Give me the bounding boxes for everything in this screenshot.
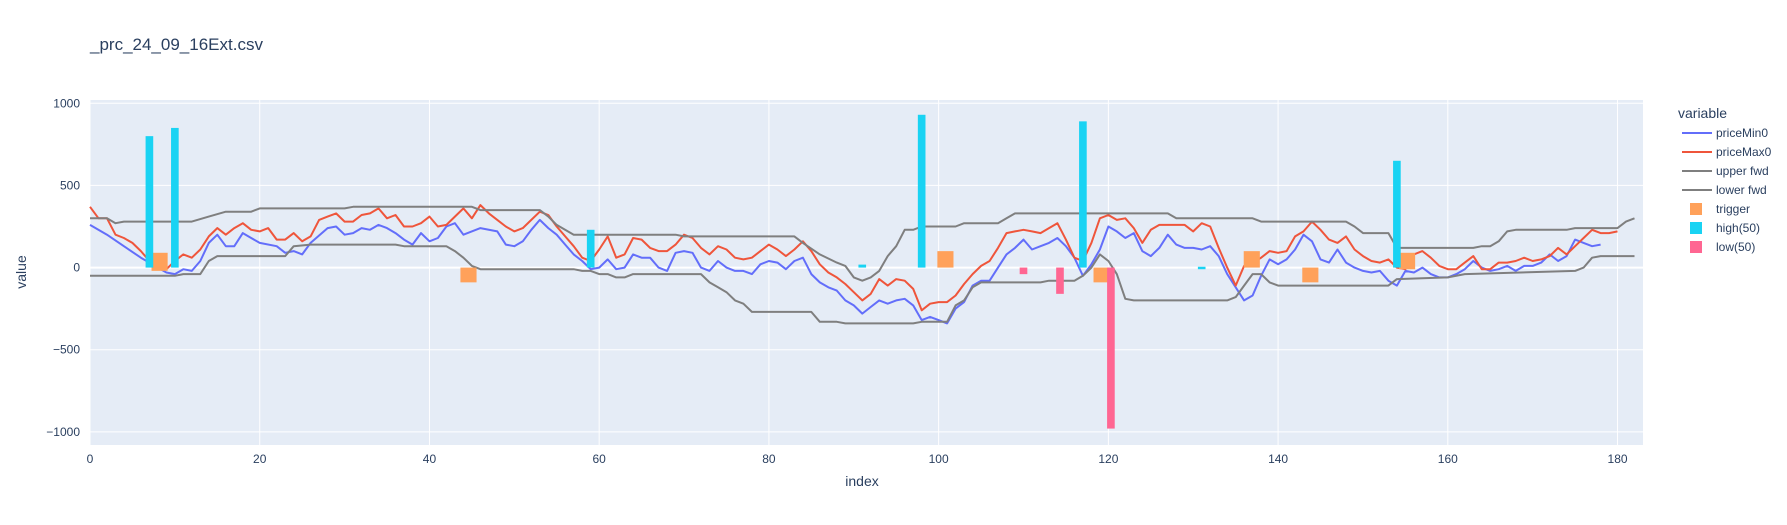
- x-axis-title: index: [845, 473, 878, 489]
- x-tick-label: 40: [423, 452, 437, 466]
- y-tick-label: 0: [73, 261, 80, 275]
- x-tick-label: 0: [87, 452, 94, 466]
- x-tick-label: 180: [1608, 452, 1628, 466]
- bar-high-50: [917, 114, 926, 268]
- legend-entry-label: lower fwd: [1716, 183, 1767, 197]
- plot-background: [90, 100, 1643, 445]
- legend-entry-label: priceMin0: [1716, 126, 1768, 140]
- y-tick-label: −1000: [46, 425, 80, 439]
- bar-high-50: [1079, 121, 1087, 268]
- bar-trigger: [937, 251, 954, 268]
- x-tick-label: 20: [253, 452, 267, 466]
- series-line-upper-fwd: [90, 205, 1635, 282]
- bar-high-50: [171, 127, 179, 268]
- bar-trigger: [1302, 267, 1319, 283]
- bar-trigger: [1243, 251, 1260, 268]
- legend-bar-swatch: [1690, 203, 1702, 215]
- legend-entry-label: trigger: [1716, 202, 1750, 216]
- bar-high-50: [858, 264, 867, 268]
- legend-title: variable: [1678, 105, 1727, 121]
- y-tick-label: −500: [53, 343, 80, 357]
- y-axis-title: value: [13, 255, 29, 289]
- bar-high-50: [1393, 160, 1401, 268]
- series-line-pricemax0: [89, 204, 1618, 312]
- legend-entry-label: priceMax0: [1716, 145, 1772, 159]
- x-tick-label: 120: [1098, 452, 1118, 466]
- x-axis-ticks: 0 20 40 60 80 100 120 140 160 180: [87, 452, 1628, 466]
- y-axis-ticks: 1000 500 0 −500 −1000: [46, 96, 80, 439]
- bar-high-50: [1197, 266, 1206, 270]
- y-tick-label: 1000: [53, 96, 80, 110]
- bar-high-50: [145, 136, 154, 268]
- legend-bar-swatch: [1690, 222, 1702, 234]
- legend-entry-label: low(50): [1716, 240, 1755, 254]
- legend-entry-label: upper fwd: [1716, 164, 1769, 178]
- bar-low-50: [1019, 267, 1028, 275]
- y-tick-label: 500: [60, 178, 80, 192]
- bar-trigger: [1399, 252, 1416, 270]
- bar-trigger: [460, 267, 477, 283]
- grid-lines: [89, 100, 1643, 445]
- bar-low-50: [1107, 267, 1115, 429]
- plot-area: [89, 100, 1643, 445]
- bar-series: [145, 114, 1416, 429]
- x-tick-label: 80: [762, 452, 776, 466]
- series-line-lower-fwd: [90, 243, 1635, 325]
- bar-trigger: [151, 252, 168, 271]
- legend-entry-label: high(50): [1716, 221, 1760, 235]
- x-tick-label: 60: [593, 452, 607, 466]
- line-series: [89, 204, 1635, 325]
- bar-trigger: [1093, 267, 1110, 283]
- x-tick-label: 100: [929, 452, 949, 466]
- legend-bar-swatch: [1690, 241, 1702, 253]
- bar-low-50: [1056, 267, 1064, 294]
- chart-title: _prc_24_09_16Ext.csv: [89, 35, 263, 54]
- x-tick-label: 160: [1438, 452, 1458, 466]
- bar-high-50: [586, 229, 595, 268]
- legend: variable priceMin0 priceMax0 upper fwd lowe…: [1678, 105, 1772, 254]
- x-tick-label: 140: [1268, 452, 1288, 466]
- series-line-pricemin0: [89, 218, 1601, 325]
